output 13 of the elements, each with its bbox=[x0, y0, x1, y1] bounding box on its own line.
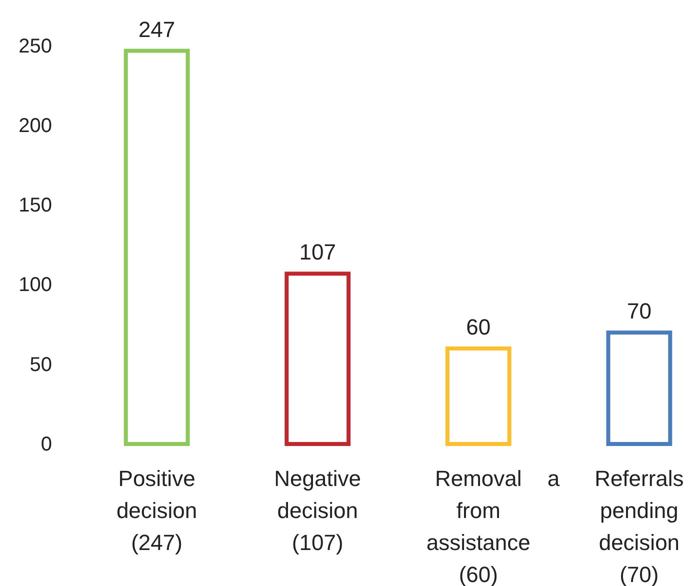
data-label: 247 bbox=[138, 16, 176, 42]
y-tick-label: 200 bbox=[18, 115, 52, 137]
data-label: 107 bbox=[299, 240, 336, 265]
data-label: 60 bbox=[466, 314, 491, 340]
data-label: 70 bbox=[626, 298, 652, 324]
y-tick-label: 0 bbox=[40, 433, 52, 456]
y-tick-label: 150 bbox=[18, 194, 52, 217]
x-tick-label: Negative decision (107) bbox=[274, 466, 362, 555]
y-tick-label: 50 bbox=[30, 354, 52, 376]
x-tick-label: Positive decision (247) bbox=[116, 466, 198, 555]
text: a bbox=[547, 466, 560, 491]
y-tick-label: 250 bbox=[18, 35, 52, 58]
y-tick-label: 100 bbox=[18, 274, 52, 296]
